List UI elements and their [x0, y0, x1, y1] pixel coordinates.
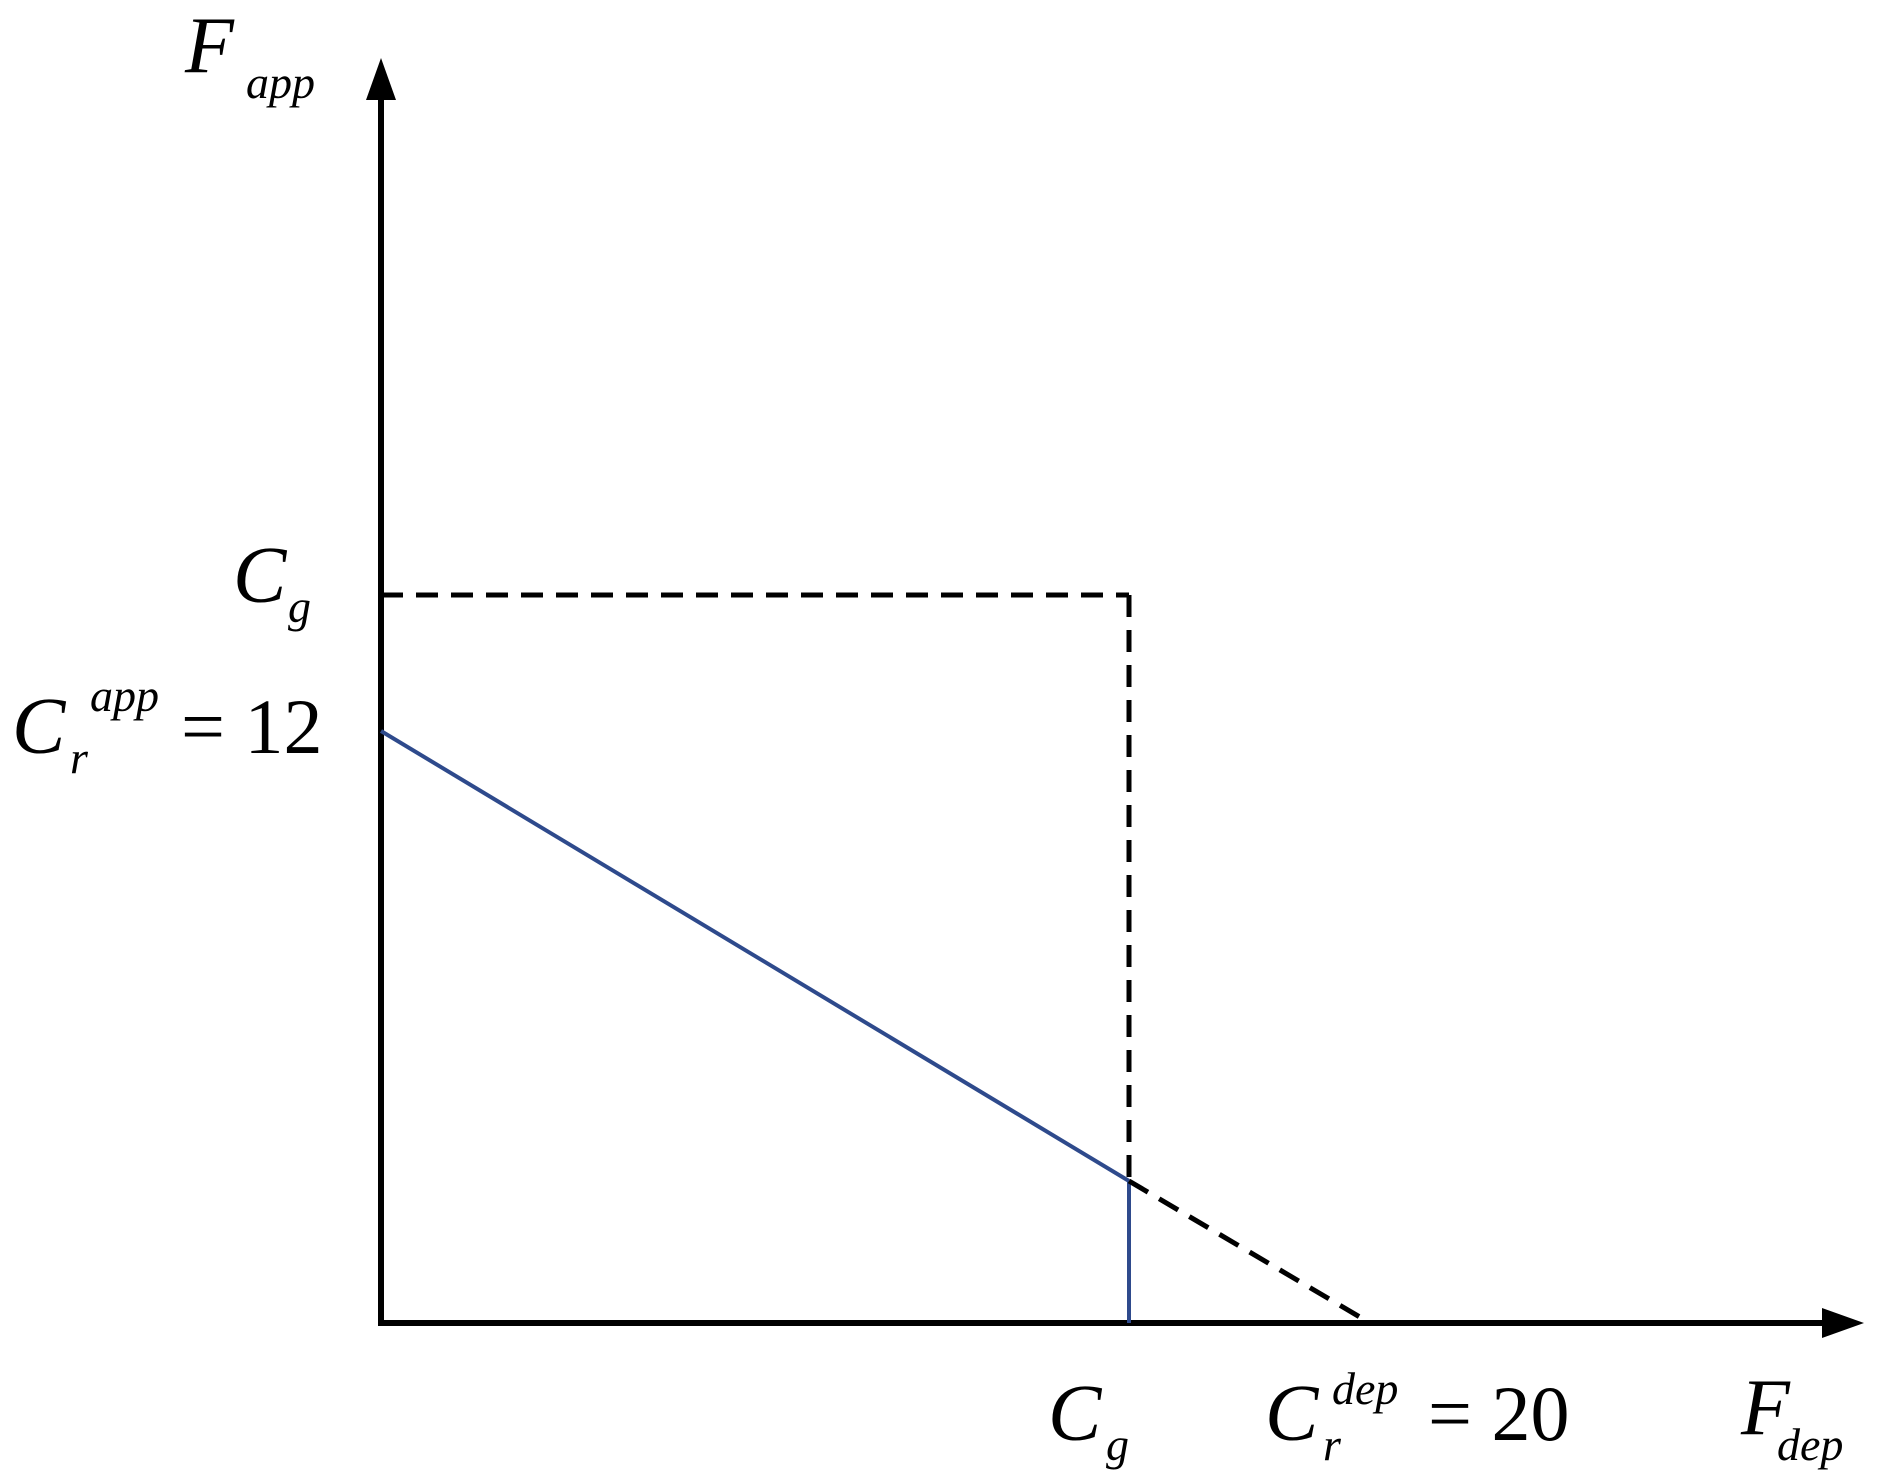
x-label-superscript: dep [1332, 1363, 1398, 1414]
y-label-symbol: C [12, 683, 67, 771]
x-label-symbol: C [1048, 1370, 1103, 1458]
x-axis-arrow [1822, 1308, 1864, 1338]
x-label-subscript: g [1106, 1419, 1129, 1470]
y-axis-subscript: app [246, 57, 315, 108]
x-label-subscript: r [1323, 1419, 1342, 1470]
x-axis-subscript: dep [1777, 1419, 1843, 1470]
y-label-equation: = 12 [181, 683, 323, 770]
y-axis-arrow [366, 58, 396, 100]
y-label-subscript: r [70, 732, 89, 783]
y-label-superscript: app [90, 670, 159, 721]
feasible-line [379, 729, 1131, 1183]
y-label-symbol: C [233, 532, 288, 620]
x-axis-symbol: F [1740, 1364, 1791, 1452]
x-label-equation: = 20 [1428, 1370, 1570, 1457]
y-label-subscript: g [288, 581, 311, 632]
y-axis-symbol: F [184, 2, 235, 90]
dashed-extension [1127, 1178, 1372, 1326]
x-label-symbol: C [1265, 1370, 1320, 1458]
